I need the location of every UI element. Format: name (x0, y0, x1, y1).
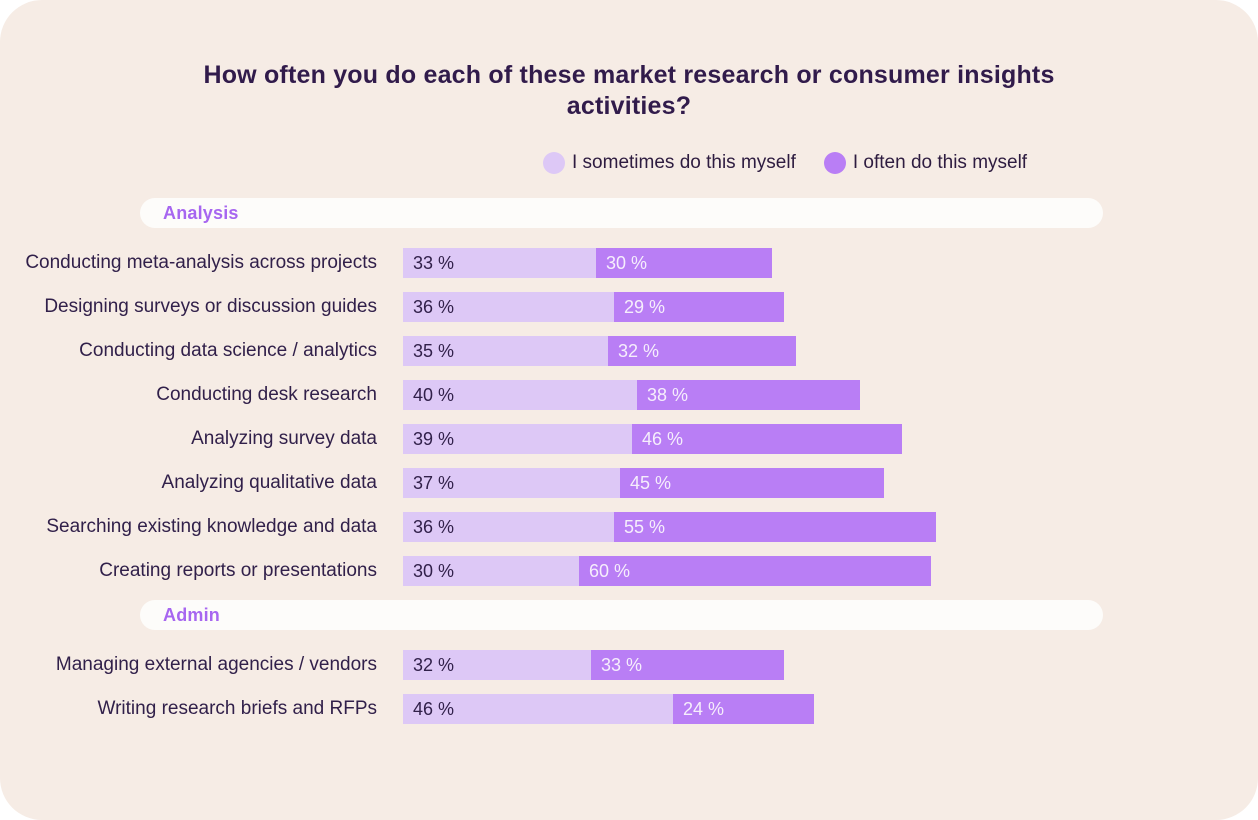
section-rows: Managing external agencies / vendors 32 … (0, 650, 1258, 724)
row-label: Conducting meta-analysis across projects (25, 252, 377, 273)
sometimes-bar-value: 36 % (413, 516, 455, 537)
often-bar: 45 % (620, 468, 884, 498)
chart-row: Creating reports or presentations 30 % 6… (0, 556, 1258, 586)
often-bar: 38 % (637, 380, 860, 410)
row-label: Searching existing knowledge and data (46, 516, 377, 537)
sometimes-bar-value: 32 % (413, 654, 455, 675)
often-bar: 33 % (591, 650, 784, 680)
sometimes-bar: 39 % (403, 424, 632, 454)
row-bars: 39 % 46 % (403, 424, 902, 454)
row-label: Conducting desk research (156, 384, 377, 405)
often-bar-value: 30 % (606, 252, 648, 273)
often-bar-value: 60 % (589, 560, 631, 581)
often-bar: 60 % (579, 556, 931, 586)
legend-label-sometimes: I sometimes do this myself (572, 152, 796, 173)
often-bar-value: 29 % (624, 296, 666, 317)
sometimes-bar-value: 36 % (413, 296, 455, 317)
chart-section: Admin Managing external agencies / vendo… (0, 600, 1258, 724)
often-bar-value: 46 % (642, 428, 684, 449)
sometimes-bar-value: 40 % (413, 384, 455, 405)
row-bars: 36 % 29 % (403, 292, 784, 322)
row-label: Managing external agencies / vendors (55, 654, 377, 675)
legend-item-often: I often do this myself (823, 152, 1028, 174)
chart-title: How often you do each of these market re… (203, 61, 1055, 120)
row-bars: 33 % 30 % (403, 248, 772, 278)
row-bars: 35 % 32 % (403, 336, 796, 366)
row-label: Analyzing survey data (191, 428, 377, 449)
legend-label-often: I often do this myself (852, 152, 1028, 173)
sometimes-bar-value: 39 % (413, 428, 455, 449)
row-bars: 30 % 60 % (403, 556, 931, 586)
often-bar: 30 % (596, 248, 772, 278)
chart-row: Writing research briefs and RFPs 46 % 24… (0, 694, 1258, 724)
often-bar-value: 32 % (618, 340, 660, 361)
row-bars: 36 % 55 % (403, 512, 936, 542)
sometimes-bar: 36 % (403, 512, 614, 542)
often-bar: 29 % (614, 292, 784, 322)
legend-dot-often-icon (823, 152, 846, 174)
legend: I sometimes do this myself I often do th… (543, 151, 1258, 175)
section-label: Analysis (163, 202, 239, 223)
often-bar-value: 24 % (683, 698, 725, 719)
sometimes-bar-value: 30 % (413, 560, 455, 581)
row-bars: 40 % 38 % (403, 380, 860, 410)
often-bar-value: 38 % (647, 384, 689, 405)
sometimes-bar-value: 35 % (413, 340, 455, 361)
sometimes-bar-value: 33 % (413, 252, 455, 273)
sometimes-bar-value: 46 % (413, 698, 455, 719)
often-bar-value: 33 % (601, 654, 643, 675)
row-bars: 37 % 45 % (403, 468, 884, 498)
row-label: Creating reports or presentations (99, 560, 377, 581)
row-label: Analyzing qualitative data (161, 472, 377, 493)
row-label: Designing surveys or discussion guides (44, 296, 377, 317)
chart-row: Conducting desk research 40 % 38 % (0, 380, 1258, 410)
often-bar-value: 55 % (624, 516, 666, 537)
sometimes-bar: 33 % (403, 248, 596, 278)
often-bar: 55 % (614, 512, 936, 542)
section-pill: Admin (140, 600, 1103, 630)
section-pill: Analysis (140, 198, 1103, 228)
often-bar: 46 % (632, 424, 902, 454)
chart-row: Managing external agencies / vendors 32 … (0, 650, 1258, 680)
sometimes-bar: 35 % (403, 336, 608, 366)
often-bar-value: 45 % (630, 472, 672, 493)
sometimes-bar: 46 % (403, 694, 673, 724)
often-bar: 24 % (673, 694, 814, 724)
sometimes-bar: 30 % (403, 556, 579, 586)
section-rows: Conducting meta-analysis across projects… (0, 248, 1258, 586)
chart-sections: Analysis Conducting meta-analysis across… (0, 198, 1258, 724)
sometimes-bar: 36 % (403, 292, 614, 322)
sometimes-bar: 32 % (403, 650, 591, 680)
sometimes-bar: 40 % (403, 380, 637, 410)
chart-row: Analyzing qualitative data 37 % 45 % (0, 468, 1258, 498)
chart-row: Conducting data science / analytics 35 %… (0, 336, 1258, 366)
legend-dot-sometimes-icon (543, 152, 565, 174)
sometimes-bar-value: 37 % (413, 472, 455, 493)
section-label: Admin (163, 604, 220, 625)
legend-item-sometimes: I sometimes do this myself (543, 152, 796, 174)
chart-row: Searching existing knowledge and data 36… (0, 512, 1258, 542)
chart-row: Designing surveys or discussion guides 3… (0, 292, 1258, 322)
row-bars: 32 % 33 % (403, 650, 784, 680)
chart-section: Analysis Conducting meta-analysis across… (0, 198, 1258, 586)
often-bar: 32 % (608, 336, 796, 366)
row-label: Conducting data science / analytics (79, 340, 377, 361)
chart-row: Analyzing survey data 39 % 46 % (0, 424, 1258, 454)
sometimes-bar: 37 % (403, 468, 620, 498)
chart-row: Conducting meta-analysis across projects… (0, 248, 1258, 278)
row-bars: 46 % 24 % (403, 694, 814, 724)
row-label: Writing research briefs and RFPs (97, 698, 377, 719)
